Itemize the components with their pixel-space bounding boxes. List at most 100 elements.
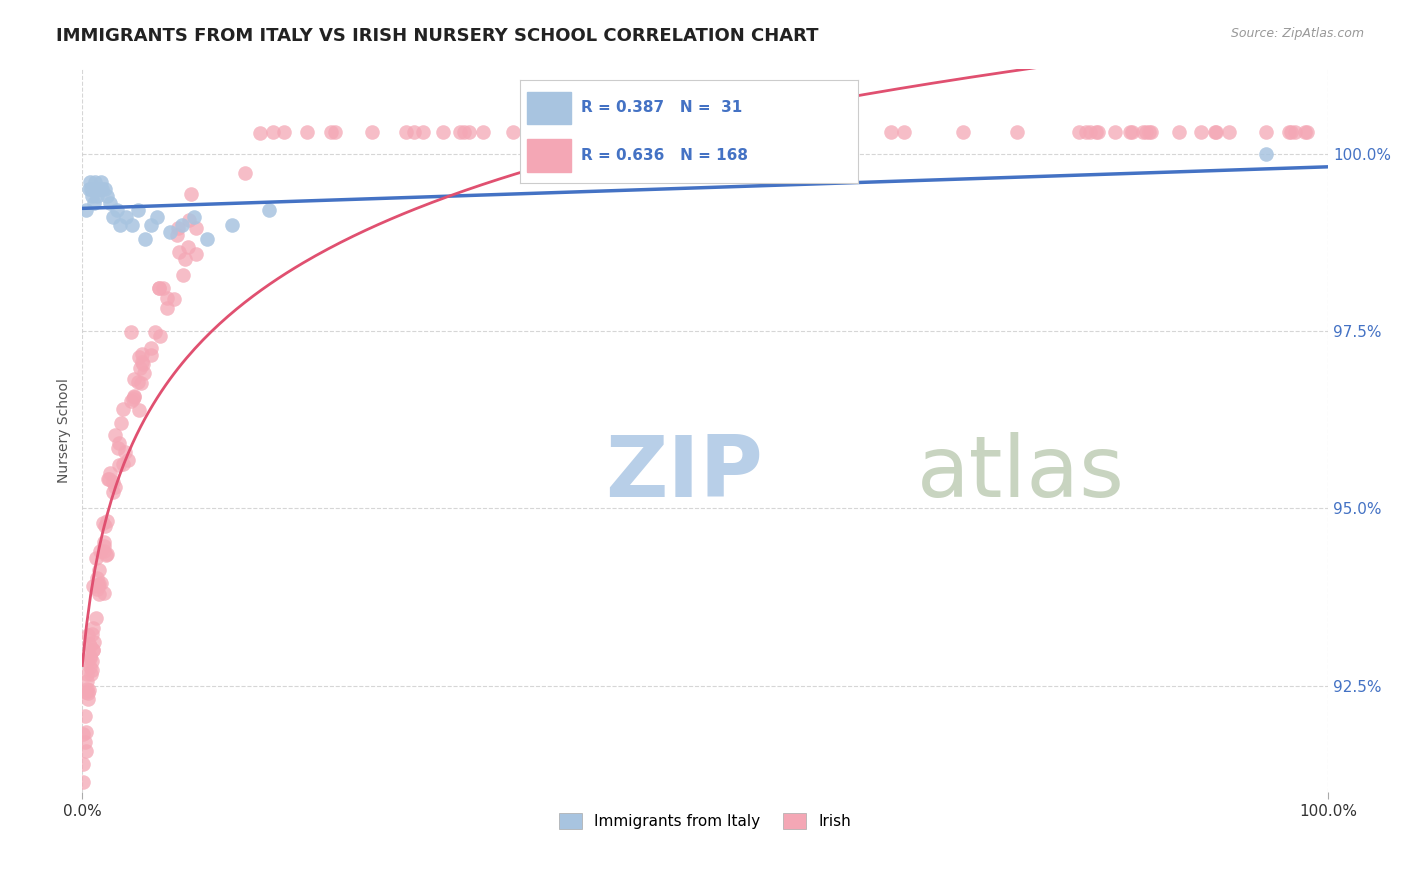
Point bbox=[458, 125, 481, 139]
FancyBboxPatch shape bbox=[527, 139, 571, 171]
Point bbox=[91, 182, 114, 196]
Point bbox=[93, 182, 115, 196]
Point bbox=[104, 427, 127, 442]
Point bbox=[502, 125, 524, 139]
Text: IMMIGRANTS FROM ITALY VS IRISH NURSERY SCHOOL CORRELATION CHART: IMMIGRANTS FROM ITALY VS IRISH NURSERY S… bbox=[56, 27, 818, 45]
Y-axis label: Nursery School: Nursery School bbox=[58, 378, 72, 483]
Point bbox=[131, 347, 153, 361]
Point bbox=[84, 610, 107, 624]
Point bbox=[179, 213, 201, 227]
Point bbox=[76, 654, 98, 668]
Point bbox=[96, 547, 118, 561]
Point bbox=[148, 281, 170, 295]
Point bbox=[80, 667, 103, 681]
Point bbox=[120, 394, 142, 409]
Point bbox=[139, 341, 162, 355]
Point bbox=[128, 403, 150, 417]
Point bbox=[1085, 125, 1108, 139]
Point bbox=[273, 125, 295, 139]
Point bbox=[257, 203, 280, 218]
Point bbox=[80, 655, 103, 669]
Point bbox=[692, 125, 714, 139]
Point bbox=[76, 682, 98, 697]
Point bbox=[472, 125, 495, 139]
Point bbox=[825, 125, 848, 139]
Point bbox=[108, 458, 131, 472]
Point bbox=[77, 182, 100, 196]
Point bbox=[93, 516, 115, 530]
Point bbox=[79, 682, 101, 697]
Point bbox=[880, 125, 903, 139]
Point bbox=[76, 673, 98, 688]
Point bbox=[143, 325, 166, 339]
Point bbox=[1087, 125, 1109, 139]
FancyBboxPatch shape bbox=[527, 92, 571, 124]
Point bbox=[167, 220, 190, 235]
Point bbox=[524, 125, 547, 139]
Point bbox=[323, 125, 346, 139]
Point bbox=[180, 186, 202, 201]
Point bbox=[79, 648, 101, 663]
Point bbox=[581, 125, 603, 139]
Point bbox=[103, 484, 125, 499]
Point bbox=[131, 355, 153, 369]
Point bbox=[569, 125, 592, 139]
Point bbox=[79, 639, 101, 653]
Point bbox=[717, 125, 740, 139]
Point bbox=[77, 627, 100, 641]
Point bbox=[84, 182, 107, 196]
Point bbox=[127, 203, 149, 218]
Point bbox=[183, 211, 205, 225]
Point bbox=[557, 125, 579, 139]
Point bbox=[1135, 125, 1157, 139]
Point bbox=[94, 548, 117, 562]
Point bbox=[73, 708, 96, 723]
Point bbox=[89, 182, 111, 196]
Point bbox=[108, 218, 131, 232]
Point bbox=[893, 125, 915, 139]
Point bbox=[97, 472, 120, 486]
Point bbox=[83, 175, 105, 189]
Point bbox=[103, 211, 125, 225]
Point bbox=[86, 571, 108, 585]
Point bbox=[82, 621, 104, 635]
Point bbox=[105, 203, 128, 218]
Point bbox=[122, 372, 145, 386]
Point bbox=[86, 189, 108, 203]
Point bbox=[76, 691, 98, 706]
Point bbox=[952, 125, 974, 139]
Point bbox=[432, 125, 454, 139]
Point bbox=[84, 551, 107, 566]
Point bbox=[122, 392, 145, 406]
Point bbox=[82, 189, 104, 203]
Point bbox=[1139, 125, 1161, 139]
Point bbox=[824, 125, 846, 139]
Point bbox=[540, 125, 562, 139]
Point bbox=[412, 125, 434, 139]
Point bbox=[90, 175, 112, 189]
Point bbox=[132, 367, 155, 381]
Point bbox=[90, 576, 112, 591]
Point bbox=[120, 326, 142, 340]
Point bbox=[77, 686, 100, 700]
Point bbox=[319, 125, 342, 139]
Point bbox=[803, 125, 825, 139]
Point bbox=[783, 125, 806, 139]
Point bbox=[87, 578, 110, 592]
Point bbox=[1119, 125, 1142, 139]
Point bbox=[87, 576, 110, 591]
Point bbox=[79, 659, 101, 673]
Point bbox=[93, 544, 115, 558]
Point bbox=[93, 539, 115, 553]
Point bbox=[98, 472, 121, 486]
Point bbox=[745, 125, 768, 139]
Point bbox=[249, 126, 271, 140]
Point bbox=[748, 125, 770, 139]
Point bbox=[1139, 125, 1161, 139]
Point bbox=[546, 125, 568, 139]
Point bbox=[128, 350, 150, 364]
Point bbox=[93, 535, 115, 549]
Point bbox=[1074, 125, 1097, 139]
Point bbox=[184, 220, 207, 235]
Point bbox=[79, 175, 101, 189]
